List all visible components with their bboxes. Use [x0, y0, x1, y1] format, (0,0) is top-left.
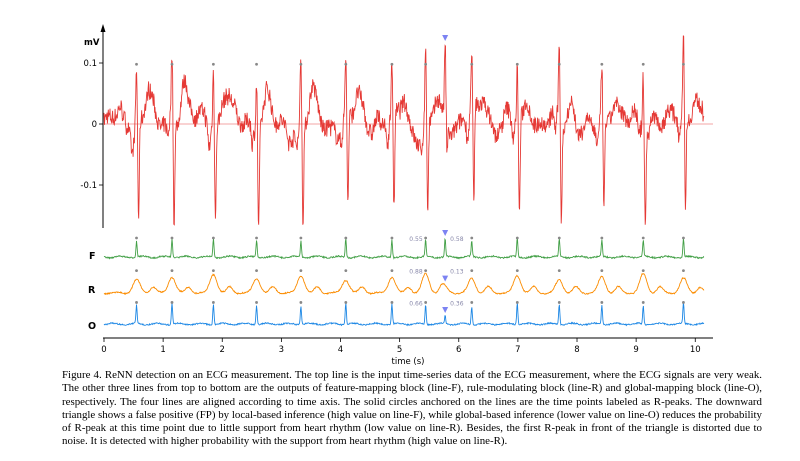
ecg-r-peak-dot	[299, 62, 303, 66]
x-tick-label: 6	[456, 345, 461, 355]
row-r-peak-dot	[344, 269, 348, 272]
series-r-line	[103, 272, 705, 296]
x-tick-label: 2	[220, 345, 225, 355]
x-tick-label: 7	[515, 345, 520, 355]
x-tick-label: 0	[101, 345, 106, 355]
row-r-peak-dot	[135, 269, 138, 272]
row-r-peak-dot	[641, 301, 645, 304]
ecg-r-peak-dot	[600, 62, 604, 66]
row-r-peak-dot	[135, 301, 138, 304]
ecg-r-peak-dot	[557, 62, 561, 66]
ecg-r-peak-dot	[211, 62, 215, 66]
row-r-peak-dot	[211, 301, 215, 304]
ecg-false-positive-triangle	[442, 35, 449, 41]
row-r-peak-dot	[682, 301, 685, 304]
x-axis-label: time (s)	[392, 357, 425, 367]
row-r-peak-dot	[515, 301, 519, 304]
row-r-peak-dot	[600, 301, 604, 304]
row-r-peak-dot	[682, 236, 685, 240]
row-r-peak-dot	[299, 269, 303, 272]
row-fp-triangle	[442, 275, 449, 282]
row-r-peak-dot	[390, 301, 394, 304]
row-r-peak-dot	[170, 269, 174, 272]
row-r-peak-dot	[170, 301, 174, 304]
ecg-ytick-label: 0.1	[83, 59, 97, 69]
x-tick-label: 1	[160, 345, 165, 355]
ecg-r-peak-dot	[424, 62, 428, 66]
x-tick-label: 5	[397, 345, 402, 355]
figure-caption: Figure 4. ReNN detection on an ECG measu…	[62, 369, 762, 448]
series-f-line	[103, 237, 705, 260]
row-r-peak-dot	[470, 269, 474, 272]
row-r-peak-dot	[424, 269, 428, 272]
ecg-r-peak-dot	[641, 62, 645, 66]
row-probability-label: 0.88	[409, 269, 423, 276]
ecg-yticks: 0.1 0 -0.1	[80, 59, 103, 191]
ecg-ytick-label: -0.1	[80, 181, 97, 191]
output-rows: F R O 0.55 0.58 0.88 0.13 0.66 0.36	[88, 230, 705, 332]
row-r-peak-dot	[557, 236, 561, 240]
row-r-peak-dot	[390, 269, 394, 272]
row-probability-label: 0.36	[450, 300, 464, 307]
ecg-r-peak-dot	[170, 62, 174, 66]
row-fp-triangle	[442, 306, 449, 313]
x-tick-label: 10	[690, 345, 701, 355]
row-label-f: F	[89, 251, 96, 262]
ecg-panel: mV 0.1 0 -0.1	[80, 24, 713, 228]
ecg-markers	[135, 35, 685, 66]
row-r-peak-dot	[255, 269, 258, 272]
row-r-peak-dot	[170, 236, 174, 240]
row-probability-label: 0.13	[450, 269, 464, 276]
ecg-r-peak-dot	[344, 62, 348, 66]
row-markers: 0.55 0.58 0.88 0.13 0.66 0.36	[135, 230, 685, 313]
row-r-peak-dot	[641, 236, 645, 240]
row-r-peak-dot	[424, 301, 428, 304]
row-r-peak-dot	[682, 269, 685, 272]
x-ticks: 0 1 2 3 4 5 6 7 8 9 10	[101, 338, 701, 355]
row-r-peak-dot	[515, 269, 519, 272]
x-tick-label: 8	[574, 345, 579, 355]
ecg-ylabel: mV	[84, 38, 100, 48]
row-r-peak-dot	[557, 269, 561, 272]
row-r-peak-dot	[255, 236, 258, 240]
x-tick-label: 3	[279, 345, 284, 355]
row-r-peak-dot	[299, 301, 303, 304]
row-label-r: R	[88, 285, 96, 296]
ecg-r-peak-dot	[135, 62, 138, 66]
row-r-peak-dot	[424, 236, 428, 240]
ecg-r-peak-dot	[682, 62, 685, 66]
row-r-peak-dot	[515, 236, 519, 240]
x-tick-label: 4	[338, 345, 343, 355]
row-probability-label: 0.55	[409, 236, 423, 243]
row-r-peak-dot	[255, 301, 258, 304]
ecg-y-axis-arrow	[100, 24, 106, 32]
ecg-ytick-label: 0	[92, 120, 97, 130]
row-r-peak-dot	[211, 236, 215, 240]
row-r-peak-dot	[344, 236, 348, 240]
ecg-r-peak-dot	[515, 62, 519, 66]
row-r-peak-dot	[470, 301, 474, 304]
series-o-line	[103, 301, 705, 327]
row-label-o: O	[88, 321, 96, 332]
x-tick-label: 9	[633, 345, 638, 355]
ecg-r-peak-dot	[255, 62, 258, 66]
row-r-peak-dot	[344, 301, 348, 304]
row-r-peak-dot	[557, 301, 561, 304]
row-r-peak-dot	[390, 236, 394, 240]
x-axis: 0 1 2 3 4 5 6 7 8 9 10 time (s)	[101, 337, 713, 367]
ecg-r-peak-dot	[390, 62, 394, 66]
row-r-peak-dot	[600, 269, 604, 272]
row-r-peak-dot	[470, 236, 474, 240]
row-probability-label: 0.58	[450, 236, 464, 243]
ecg-series-line	[103, 35, 705, 226]
row-r-peak-dot	[600, 236, 604, 240]
row-r-peak-dot	[299, 236, 303, 240]
row-probability-label: 0.66	[409, 300, 423, 307]
row-r-peak-dot	[211, 269, 215, 272]
ecg-figure: mV 0.10-0.1 F R O 0.55 0.580.88 0.130.66 0.…	[80, 24, 713, 367]
ecg-r-peak-dot	[470, 62, 474, 66]
row-r-peak-dot	[641, 269, 645, 272]
row-fp-triangle	[442, 230, 449, 236]
row-r-peak-dot	[135, 236, 138, 240]
